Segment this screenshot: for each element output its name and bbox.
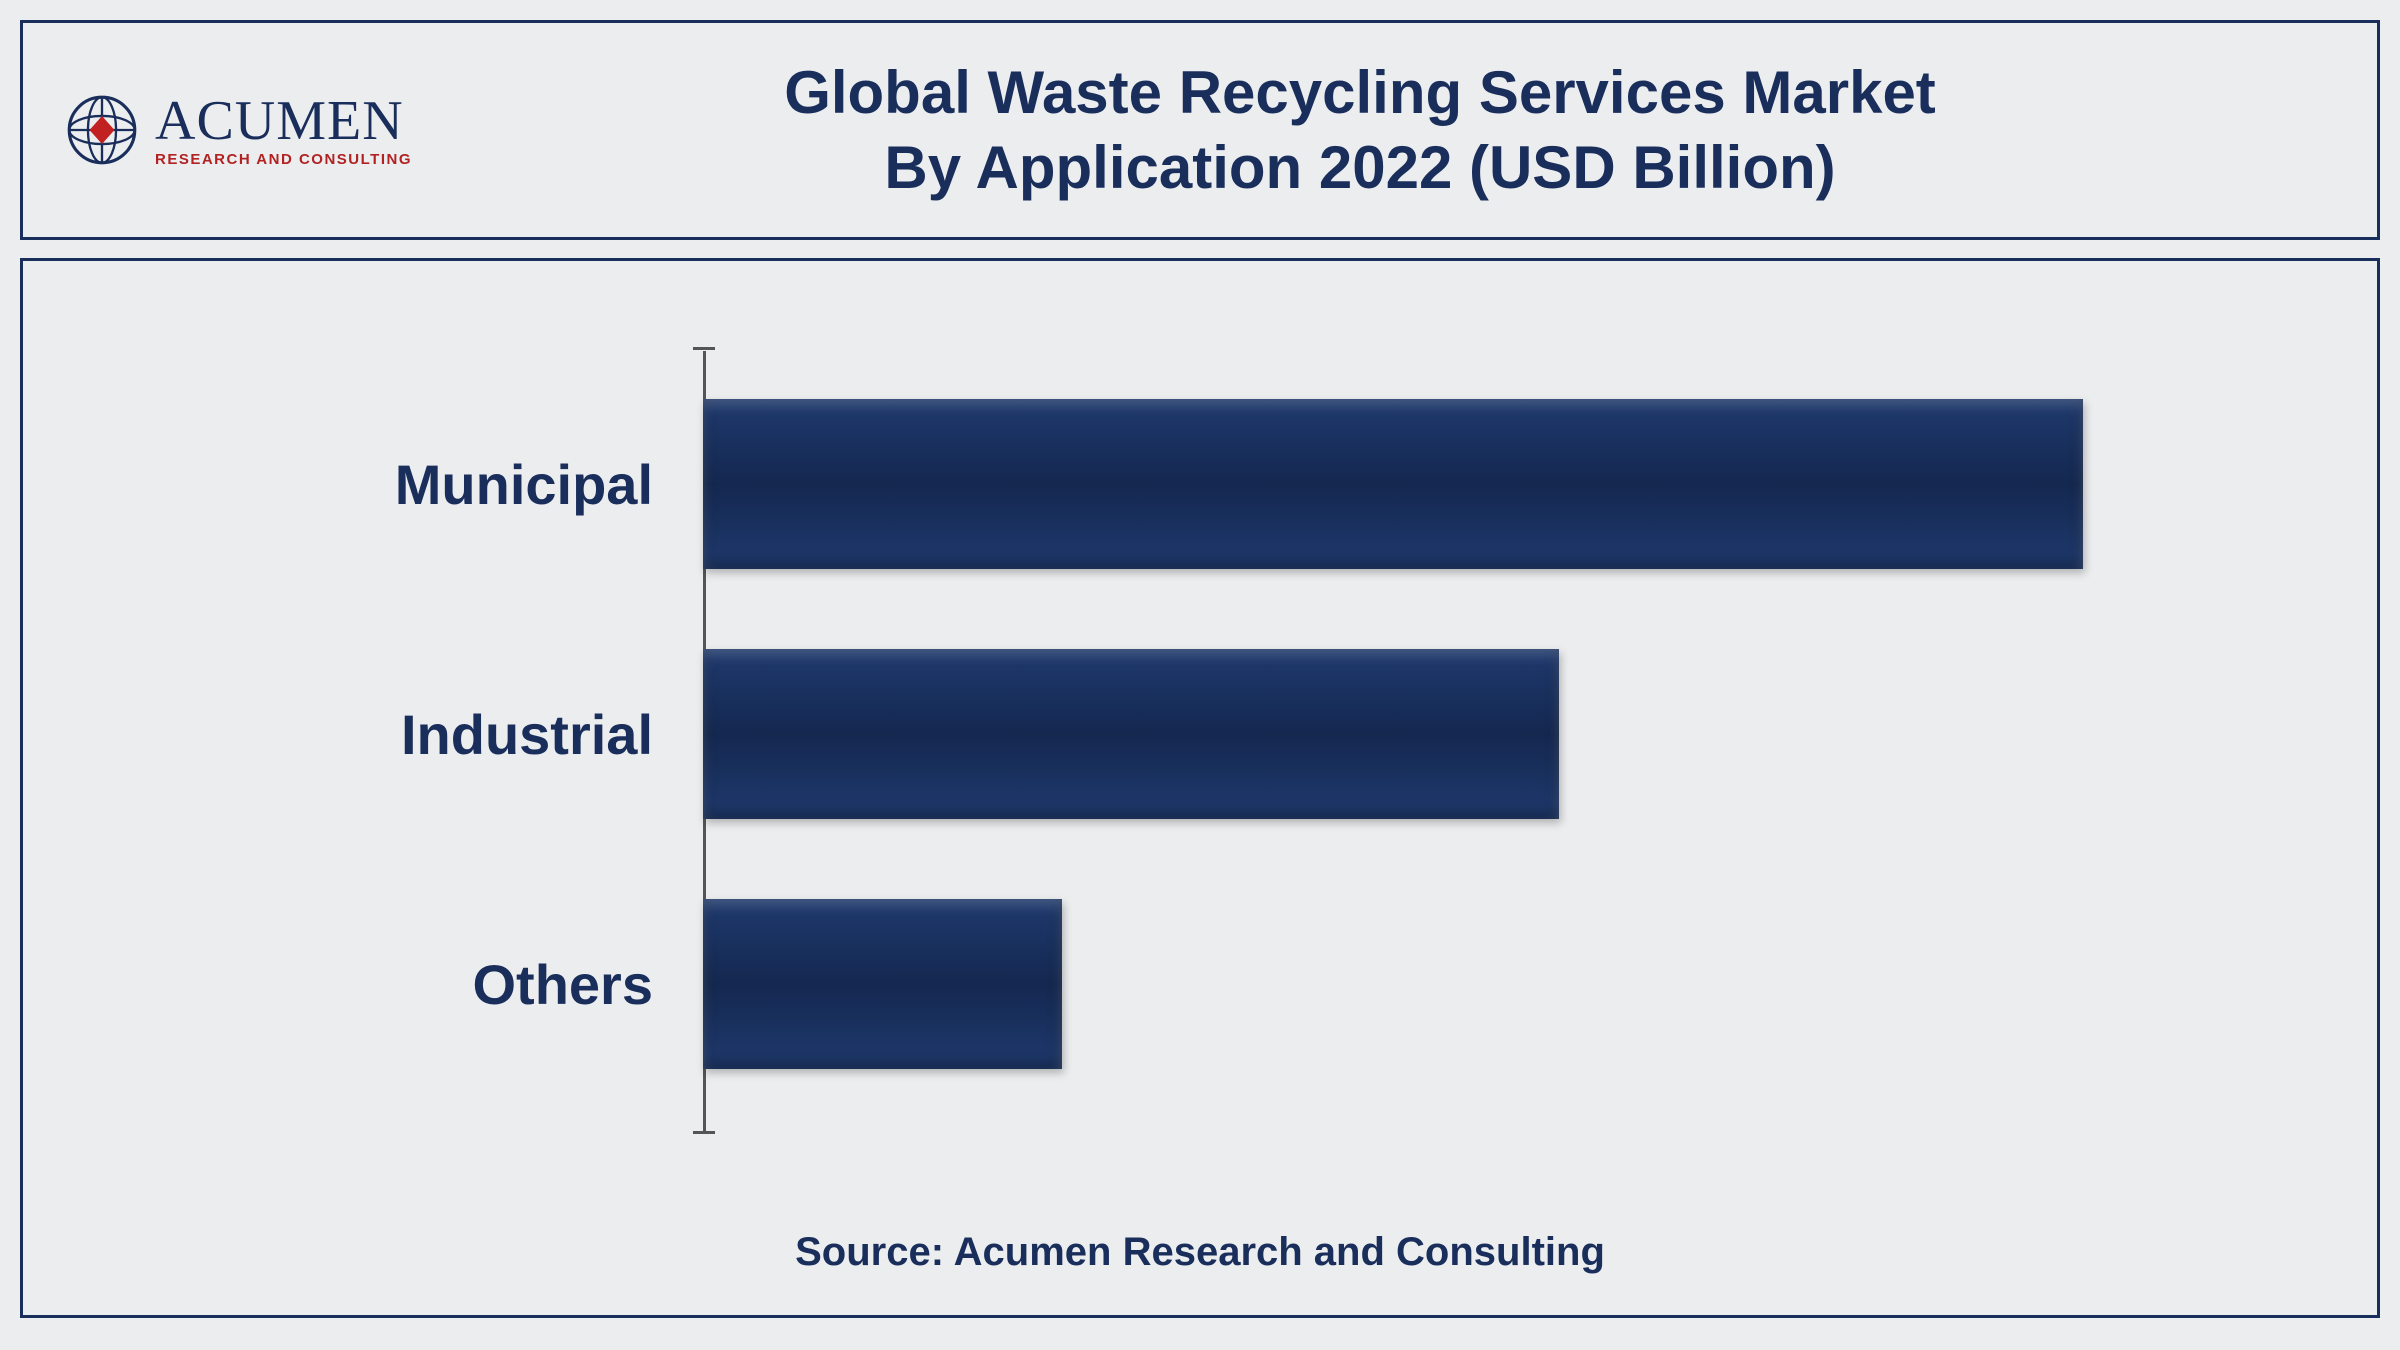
logo-text: ACUMEN RESEARCH AND CONSULTING (155, 93, 412, 168)
bar-industrial (703, 649, 1559, 819)
source-text: Source: Acumen Research and Consulting (23, 1230, 2377, 1275)
logo-main-text: ACUMEN (155, 93, 412, 149)
bar-row-others: Others (703, 899, 1062, 1069)
brand-logo: ACUMEN RESEARCH AND CONSULTING (63, 91, 543, 169)
title-line-1: Global Waste Recycling Services Market (543, 55, 2177, 130)
bar-label-others: Others (473, 952, 654, 1017)
plot-area: Municipal Industrial Others (703, 351, 2157, 1131)
bar-row-municipal: Municipal (703, 399, 2083, 569)
bar-others (703, 899, 1062, 1069)
chart-panel: Municipal Industrial Others Source: Acum… (20, 258, 2380, 1318)
bar-label-municipal: Municipal (395, 452, 653, 517)
chart-title: Global Waste Recycling Services Market B… (543, 55, 2337, 205)
globe-icon (63, 91, 141, 169)
bar-municipal (703, 399, 2083, 569)
logo-sub-text: RESEARCH AND CONSULTING (155, 151, 412, 168)
header-panel: ACUMEN RESEARCH AND CONSULTING Global Wa… (20, 20, 2380, 240)
bar-label-industrial: Industrial (401, 702, 653, 767)
title-line-2: By Application 2022 (USD Billion) (543, 130, 2177, 205)
bar-row-industrial: Industrial (703, 649, 1559, 819)
